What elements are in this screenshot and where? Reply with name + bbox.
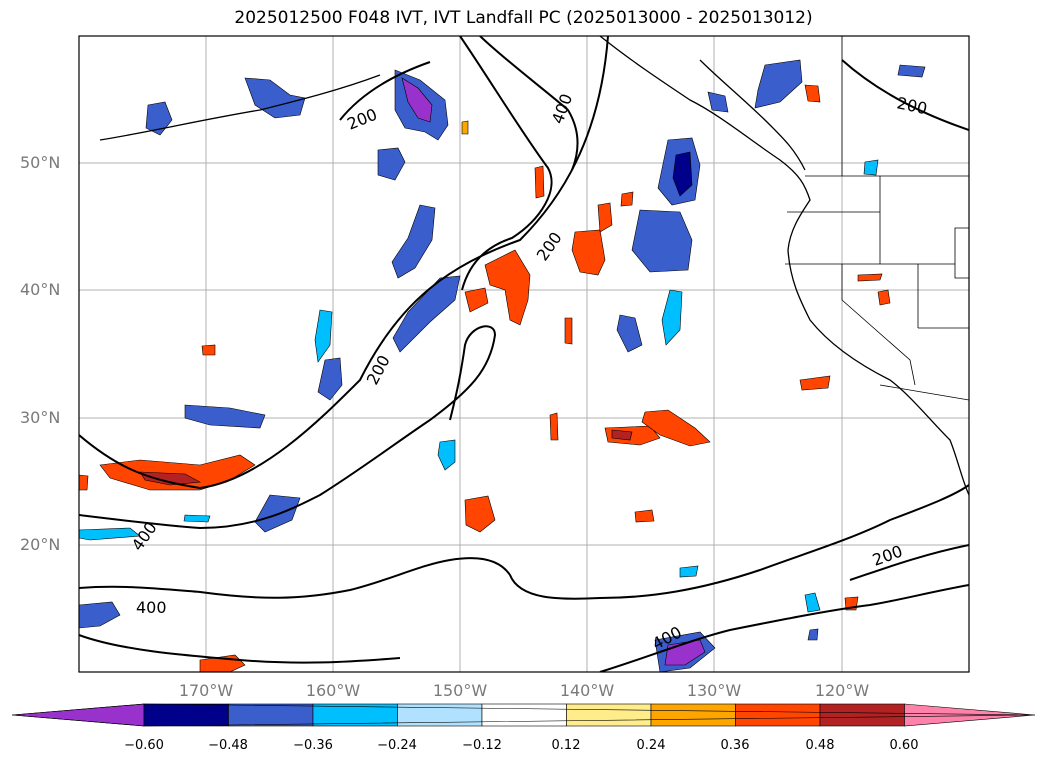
lon-label-150w: 150°W: [432, 681, 488, 700]
colorbar-tick: −0.36: [293, 738, 333, 753]
colorbar-tick: 0.36: [720, 738, 750, 753]
negative-pc-patches: [79, 59, 926, 672]
colorbar-tick: −0.12: [462, 738, 502, 753]
colorbar: [11, 703, 1036, 727]
colorbar-tick: 0.12: [551, 738, 581, 753]
lon-label-120w: 120°W: [814, 681, 870, 700]
lon-label-170w: 170°W: [178, 681, 234, 700]
colorbar-tick: −0.60: [124, 738, 164, 753]
coastlines: [99, 36, 969, 496]
colorbar-extend-low: [11, 703, 145, 727]
lon-label-130w: 130°W: [686, 681, 742, 700]
lon-label-140w: 140°W: [559, 681, 615, 700]
ivt-contours: [79, 36, 969, 672]
state-borders: [785, 36, 969, 401]
lat-label-20n: 20°N: [20, 535, 61, 554]
lat-label-40n: 40°N: [20, 280, 61, 299]
colorbar-tick: −0.48: [208, 738, 248, 753]
colorbar-extend-high: [904, 703, 1036, 727]
colorbar-tick: 0.48: [805, 738, 835, 753]
colorbar-tick: −0.24: [377, 738, 417, 753]
positive-pc-patches: [79, 84, 891, 672]
colorbar-tick: 0.60: [889, 738, 919, 753]
colorbar-tick: 0.24: [636, 738, 666, 753]
lat-label-30n: 30°N: [20, 408, 61, 427]
map-area: [79, 36, 969, 672]
lon-label-160w: 160°W: [305, 681, 361, 700]
contour-label: 400: [136, 598, 167, 617]
map-title: 2025012500 F048 IVT, IVT Landfall PC (20…: [234, 8, 813, 28]
lat-label-50n: 50°N: [20, 153, 61, 172]
map-frame: [78, 35, 970, 673]
